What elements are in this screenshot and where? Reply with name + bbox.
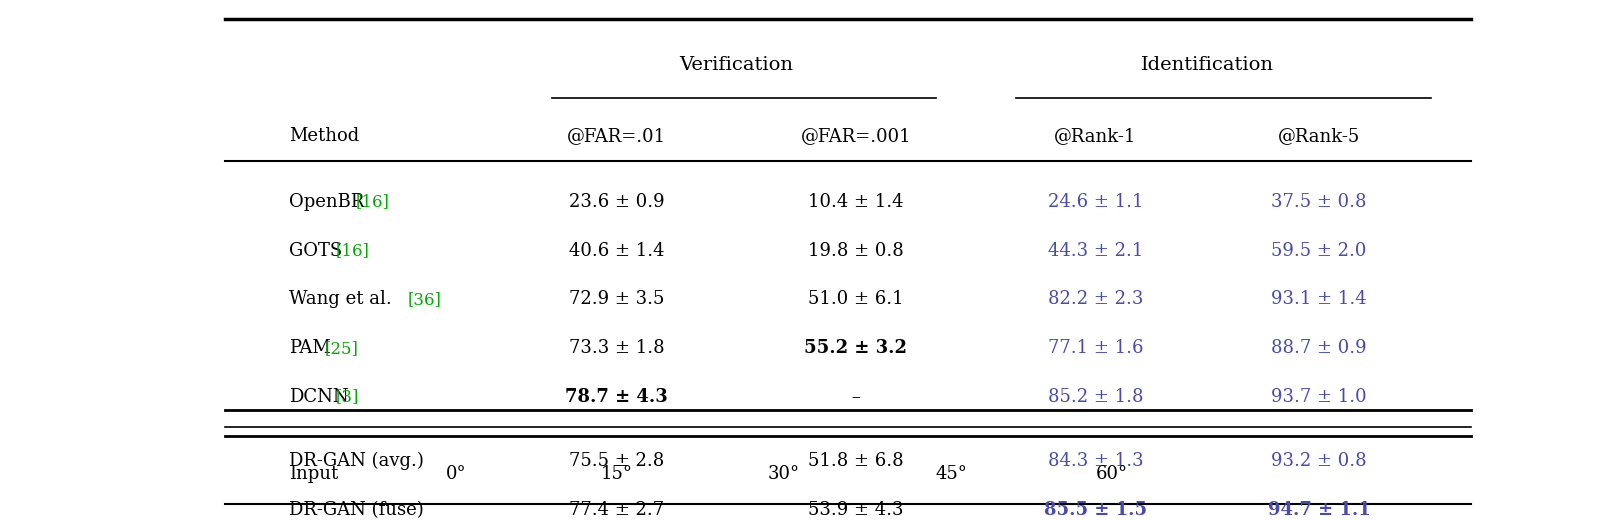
Text: [25]: [25] (325, 340, 358, 357)
Text: Method: Method (290, 127, 358, 145)
Text: Identification: Identification (1141, 56, 1274, 74)
Text: 93.7 ± 1.0: 93.7 ± 1.0 (1272, 388, 1366, 406)
Text: 77.4 ± 2.7: 77.4 ± 2.7 (568, 501, 664, 519)
Text: 78.7 ± 4.3: 78.7 ± 4.3 (565, 388, 667, 406)
Text: 73.3 ± 1.8: 73.3 ± 1.8 (568, 339, 664, 357)
Text: [3]: [3] (336, 388, 358, 406)
Text: 10.4 ± 1.4: 10.4 ± 1.4 (808, 193, 904, 211)
Text: 85.5 ± 1.5: 85.5 ± 1.5 (1043, 501, 1147, 519)
Text: 37.5 ± 0.8: 37.5 ± 0.8 (1272, 193, 1366, 211)
Text: Verification: Verification (678, 56, 794, 74)
Text: 85.2 ± 1.8: 85.2 ± 1.8 (1048, 388, 1144, 406)
Text: 30°: 30° (768, 465, 800, 483)
Text: [16]: [16] (355, 193, 390, 211)
Text: 40.6 ± 1.4: 40.6 ± 1.4 (568, 242, 664, 259)
Text: DR-GAN (avg.): DR-GAN (avg.) (290, 452, 424, 470)
Text: 84.3 ± 1.3: 84.3 ± 1.3 (1048, 452, 1144, 470)
Text: 24.6 ± 1.1: 24.6 ± 1.1 (1048, 193, 1144, 211)
Text: 44.3 ± 2.1: 44.3 ± 2.1 (1048, 242, 1142, 259)
Text: 19.8 ± 0.8: 19.8 ± 0.8 (808, 242, 904, 259)
Text: 51.8 ± 6.8: 51.8 ± 6.8 (808, 452, 904, 470)
Text: Input: Input (290, 465, 338, 483)
Text: 55.2 ± 3.2: 55.2 ± 3.2 (805, 339, 907, 357)
Text: @FAR=.01: @FAR=.01 (566, 127, 666, 145)
Text: OpenBR: OpenBR (290, 193, 365, 211)
Text: Wang et al.: Wang et al. (290, 291, 392, 308)
Text: 53.9 ± 4.3: 53.9 ± 4.3 (808, 501, 904, 519)
Text: 72.9 ± 3.5: 72.9 ± 3.5 (568, 291, 664, 308)
Text: [16]: [16] (336, 242, 370, 259)
Text: 51.0 ± 6.1: 51.0 ± 6.1 (808, 291, 904, 308)
Text: 94.7 ± 1.1: 94.7 ± 1.1 (1267, 501, 1371, 519)
Text: 15°: 15° (600, 465, 632, 483)
Text: 60°: 60° (1096, 465, 1128, 483)
Text: GOTS: GOTS (290, 242, 342, 259)
Text: –: – (851, 388, 861, 406)
Text: 77.1 ± 1.6: 77.1 ± 1.6 (1048, 339, 1144, 357)
Text: 0°: 0° (446, 465, 467, 483)
Text: 93.2 ± 0.8: 93.2 ± 0.8 (1272, 452, 1366, 470)
Text: PAM: PAM (290, 339, 331, 357)
Text: DCNN: DCNN (290, 388, 349, 406)
Text: @Rank-1: @Rank-1 (1054, 127, 1136, 145)
Text: 88.7 ± 0.9: 88.7 ± 0.9 (1272, 339, 1366, 357)
Text: [36]: [36] (408, 291, 442, 308)
Text: 59.5 ± 2.0: 59.5 ± 2.0 (1272, 242, 1366, 259)
Text: 93.1 ± 1.4: 93.1 ± 1.4 (1272, 291, 1366, 308)
Text: DR-GAN (fuse): DR-GAN (fuse) (290, 501, 424, 519)
Text: 45°: 45° (936, 465, 968, 483)
Text: @FAR=.001: @FAR=.001 (800, 127, 912, 145)
Text: 75.5 ± 2.8: 75.5 ± 2.8 (568, 452, 664, 470)
Text: @Rank-5: @Rank-5 (1278, 127, 1360, 145)
Text: 23.6 ± 0.9: 23.6 ± 0.9 (568, 193, 664, 211)
Text: 82.2 ± 2.3: 82.2 ± 2.3 (1048, 291, 1142, 308)
